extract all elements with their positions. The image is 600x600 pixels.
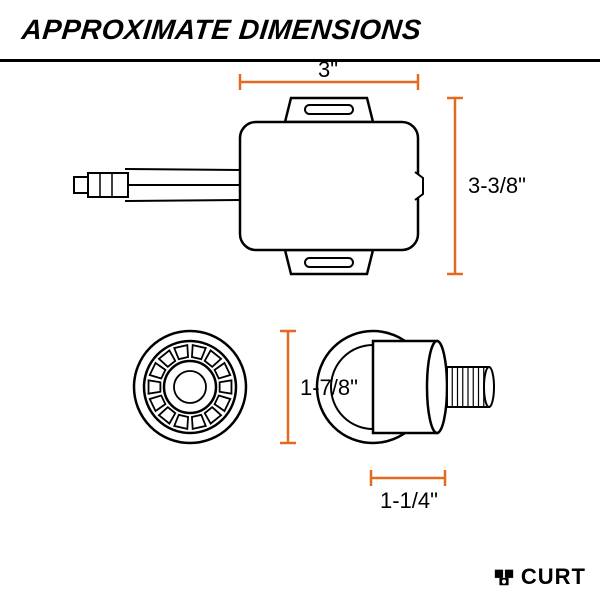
dim-controller-height: 3-3/8" xyxy=(468,173,526,199)
dim-controller-width: 3" xyxy=(318,57,338,83)
dim-knob-width: 1-1/4" xyxy=(380,488,438,514)
diagram-svg xyxy=(0,65,600,535)
brand-logo-icon xyxy=(493,566,515,588)
header-bar: APPROXIMATE DIMENSIONS xyxy=(0,0,600,62)
diagram-canvas: 3" 3-3/8" 1-7/8" 1-1/4" xyxy=(0,65,600,600)
dim-dial-diameter: 1-7/8" xyxy=(300,375,358,401)
brand-mark: CURT xyxy=(493,564,586,590)
page-title: APPROXIMATE DIMENSIONS xyxy=(20,14,423,46)
brand-name: CURT xyxy=(521,564,586,590)
